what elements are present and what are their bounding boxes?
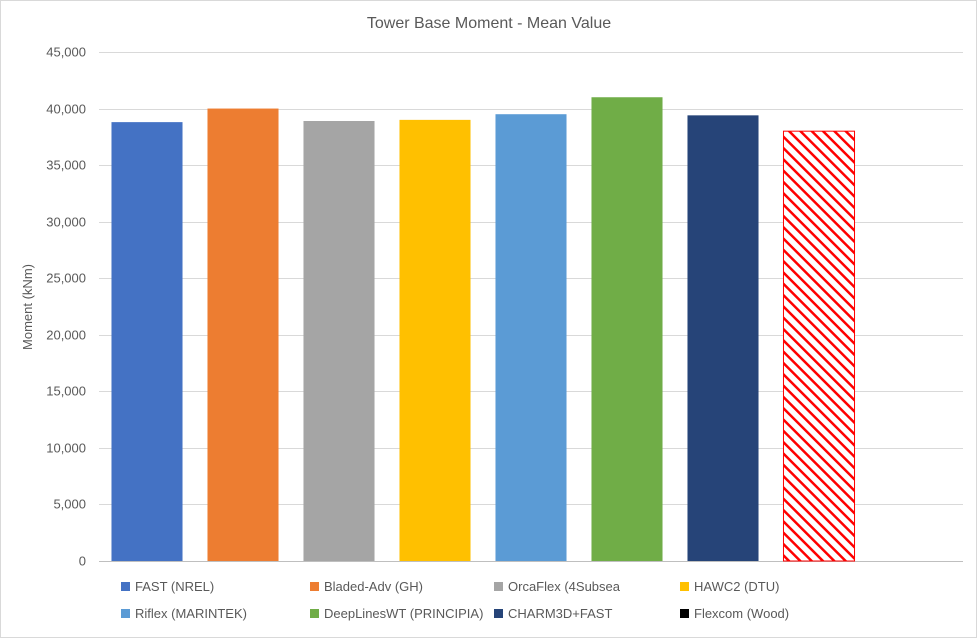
legend-swatch — [121, 582, 130, 591]
bar — [782, 130, 856, 562]
legend-label: Flexcom (Wood) — [694, 606, 789, 621]
bar — [303, 120, 375, 562]
bar — [591, 97, 663, 561]
legend-label: Bladed-Adv (GH) — [324, 579, 423, 594]
y-tick-label: 25,000 — [46, 271, 86, 286]
y-tick-label: 15,000 — [46, 384, 86, 399]
bar — [111, 122, 183, 561]
y-tick-label: 20,000 — [46, 328, 86, 343]
legend-label: Riflex (MARINTEK) — [135, 606, 247, 621]
legend-label: DeepLinesWT (PRINCIPIA) — [324, 606, 483, 621]
bar — [687, 115, 759, 561]
y-tick-label: 5,000 — [53, 497, 86, 512]
legend-swatch — [494, 582, 503, 591]
y-tick-label: 10,000 — [46, 441, 86, 456]
legend-swatch — [310, 582, 319, 591]
y-tick-label: 0 — [79, 554, 86, 569]
legend-swatch — [680, 582, 689, 591]
bars — [111, 97, 856, 562]
chart-title: Tower Base Moment - Mean Value — [367, 15, 611, 32]
y-axis-ticks: 0 5,000 10,000 15,000 20,000 25,000 30,000 35,0… — [46, 45, 86, 569]
legend-label: FAST (NREL) — [135, 579, 214, 594]
bar — [495, 114, 567, 561]
legend-label: HAWC2 (DTU) — [694, 579, 779, 594]
y-axis-title: Moment (kNm) — [20, 264, 35, 350]
legend-label: CHARM3D+FAST — [508, 606, 612, 621]
legend-swatch — [121, 609, 130, 618]
bar — [207, 108, 279, 562]
y-tick-label: 35,000 — [46, 158, 86, 173]
y-tick-label: 40,000 — [46, 102, 86, 117]
legend-swatch — [310, 609, 319, 618]
y-tick-label: 30,000 — [46, 215, 86, 230]
legend: FAST (NREL) Bladed-Adv (GH) OrcaFlex (4Sub… — [121, 579, 789, 621]
legend-label: OrcaFlex (4Subsea — [508, 579, 621, 594]
legend-swatch — [680, 609, 689, 618]
bar — [399, 119, 471, 561]
legend-swatch — [494, 609, 503, 618]
y-tick-label: 45,000 — [46, 45, 86, 60]
